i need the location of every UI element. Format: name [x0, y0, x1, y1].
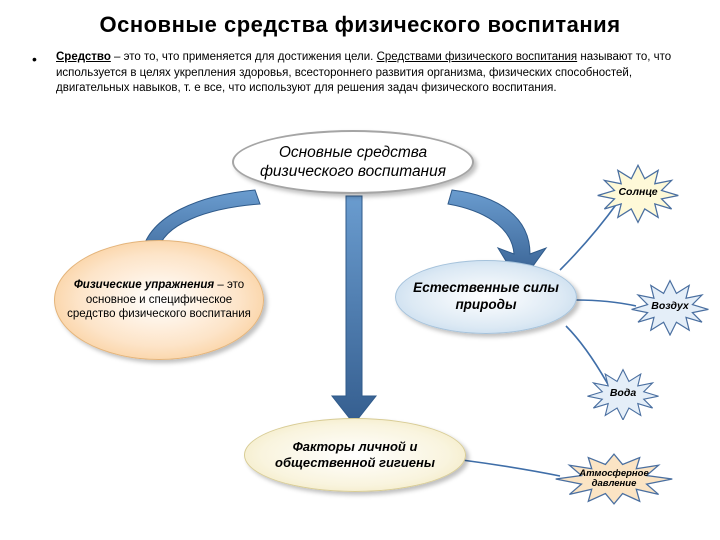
star-water: Вода	[586, 368, 660, 420]
bullet-icon: •	[32, 50, 37, 69]
intro-paragraph: • Средство – это то, что применяется для…	[56, 50, 676, 97]
node-natural-forces-label: Естественные силы природы	[406, 280, 566, 314]
star-pressure: Атмосферное давление	[554, 450, 674, 508]
intro-text: Средство – это то, что применяется для д…	[56, 51, 671, 94]
star-pressure-l2: давление	[592, 478, 637, 489]
star-pressure-l1: Атмосферное	[579, 468, 649, 479]
intro-lead-bold: Средство	[56, 51, 111, 63]
intro-underlined: Средствами физического воспитания	[377, 51, 578, 63]
star-sun-label: Солнце	[618, 187, 657, 199]
star-sun: Солнце	[596, 162, 680, 224]
star-air: Воздух	[630, 278, 710, 336]
page-title: Основные средства физического воспитания	[0, 12, 720, 38]
node-natural-forces: Естественные силы природы	[395, 260, 577, 334]
star-water-label: Вода	[610, 388, 636, 400]
node-main-means-label: Основные средства физического воспитания	[244, 143, 462, 182]
node-physical-exercises-label: Физические упражнения – это основное и с…	[65, 278, 253, 321]
intro-lead-rest: – это то, что применяется для достижения…	[111, 51, 377, 63]
node-left-b1: Физические	[74, 279, 142, 291]
node-left-b2: упражнения	[145, 279, 214, 291]
node-hygiene-factors-label: Факторы личной и общественной гигиены	[255, 439, 455, 472]
diagram-page: Основные средства физического воспитания…	[0, 0, 720, 540]
star-pressure-label: Атмосферное давление	[579, 469, 649, 490]
node-hygiene-factors: Факторы личной и общественной гигиены	[244, 418, 466, 492]
node-main-means: Основные средства физического воспитания	[232, 130, 474, 194]
star-air-label: Воздух	[651, 301, 689, 313]
node-physical-exercises: Физические упражнения – это основное и с…	[54, 240, 264, 360]
